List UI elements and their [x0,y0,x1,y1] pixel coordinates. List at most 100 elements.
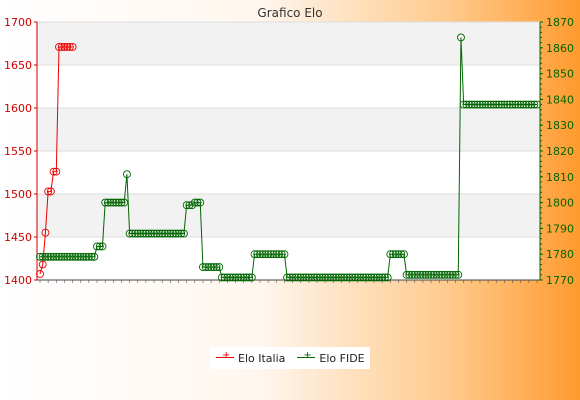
data-point-elo-fide [372,273,381,282]
data-point-elo-fide [524,100,533,109]
data-point-elo-fide [261,250,270,259]
data-point-elo-fide [237,273,245,282]
data-point-elo-fide [155,229,164,238]
data-point-elo-fide [454,270,463,279]
data-point-elo-fide [103,198,112,207]
data-point-elo-fide [421,270,430,279]
data-point-elo-fide [41,252,50,261]
data-point-elo-fide [326,273,335,282]
data-point-elo-fide [299,273,308,282]
data-point-elo-fide [429,270,438,279]
data-point-elo-fide [511,100,520,109]
data-point-elo-fide [52,252,61,261]
data-point-elo-fide [55,252,63,261]
data-point-elo-fide [269,250,278,259]
data-point-elo-fide [470,100,479,109]
data-point-elo-fide [199,263,207,272]
data-point-elo-fide [410,270,419,279]
data-point-elo-fide [190,198,199,207]
left-tick-label: 1400 [4,274,32,287]
data-point-elo-fide [250,250,259,259]
data-point-elo-fide [174,229,183,238]
chart-title: Grafico Elo [257,6,322,20]
data-point-elo-fide [106,198,115,207]
data-point-elo-fide [440,270,449,279]
data-point-elo-fide [476,100,484,109]
left-tick-label: 1550 [4,145,32,158]
data-point-elo-fide [334,273,343,282]
right-tick-label: 1800 [546,197,574,210]
data-point-elo-fide [79,252,88,261]
data-point-elo-fide [351,273,359,282]
data-point-elo-fide [397,250,406,259]
data-point-elo-fide [150,229,159,238]
data-point-elo-fide [375,273,384,282]
data-point-elo-fide [307,273,316,282]
data-point-elo-fide [144,229,153,238]
data-point-elo-fide [57,252,66,261]
data-point-elo-fide [459,100,468,109]
data-point-elo-italia [49,167,58,176]
data-point-elo-italia [38,260,47,269]
data-point-elo-fide [473,100,482,109]
data-point-elo-fide [71,252,80,261]
data-point-elo-fide [492,100,501,109]
data-point-elo-fide [467,100,476,109]
data-point-elo-fide [196,198,205,207]
data-point-elo-fide [416,270,425,279]
left-tick-label: 1650 [4,59,32,72]
data-point-elo-italia [36,270,44,278]
data-point-elo-fide [245,273,254,282]
data-point-elo-fide [212,263,221,272]
right-tick-label: 1870 [546,16,574,29]
data-point-elo-fide [519,100,528,109]
data-point-elo-fide [443,270,452,279]
data-point-elo-fide [508,100,517,109]
data-point-elo-fide [484,100,493,109]
data-point-elo-italia [65,42,74,51]
data-point-elo-fide [402,270,411,279]
legend-swatch-elo-italia [216,350,234,362]
plot-band [37,194,540,237]
left-tick-label: 1450 [4,231,32,244]
plot-band [37,108,540,151]
series-line-elo-italia [39,46,73,275]
data-point-elo-fide [215,263,224,272]
data-point-elo-fide [340,273,349,282]
data-point-elo-fide [139,229,148,238]
data-point-elo-fide [60,252,69,261]
legend: Elo Italia Elo FIDE [210,347,370,369]
data-point-elo-fide [147,229,156,238]
data-point-elo-fide [141,229,150,238]
data-point-elo-fide [193,198,202,207]
data-point-elo-fide [359,273,368,282]
data-point-elo-fide [63,252,72,261]
data-point-elo-fide [228,273,237,282]
data-point-elo-fide [448,270,457,279]
data-point-elo-fide [218,273,226,282]
data-point-elo-fide [495,100,503,109]
right-tick-label: 1790 [546,222,574,235]
data-point-elo-fide [169,229,178,238]
left-tick-label: 1500 [4,188,32,201]
data-point-elo-fide [310,273,319,282]
data-point-elo-fide [315,273,324,282]
legend-label-elo-fide: Elo FIDE [319,351,365,365]
data-point-elo-fide [266,250,275,259]
data-point-elo-fide [380,273,389,282]
data-point-elo-fide [38,252,47,261]
data-point-elo-fide [109,198,118,207]
data-point-elo-fide [435,270,444,279]
data-point-elo-fide [424,270,433,279]
data-point-elo-fide [179,229,188,238]
data-point-elo-italia [68,42,77,51]
data-point-elo-fide [408,270,417,279]
data-point-elo-fide [418,270,427,279]
right-tick-label: 1810 [546,171,574,184]
data-point-elo-fide [74,252,82,261]
right-tick-label: 1820 [546,145,574,158]
data-point-elo-fide [220,273,229,282]
right-tick-label: 1850 [546,68,574,81]
data-point-elo-fide [457,33,465,42]
